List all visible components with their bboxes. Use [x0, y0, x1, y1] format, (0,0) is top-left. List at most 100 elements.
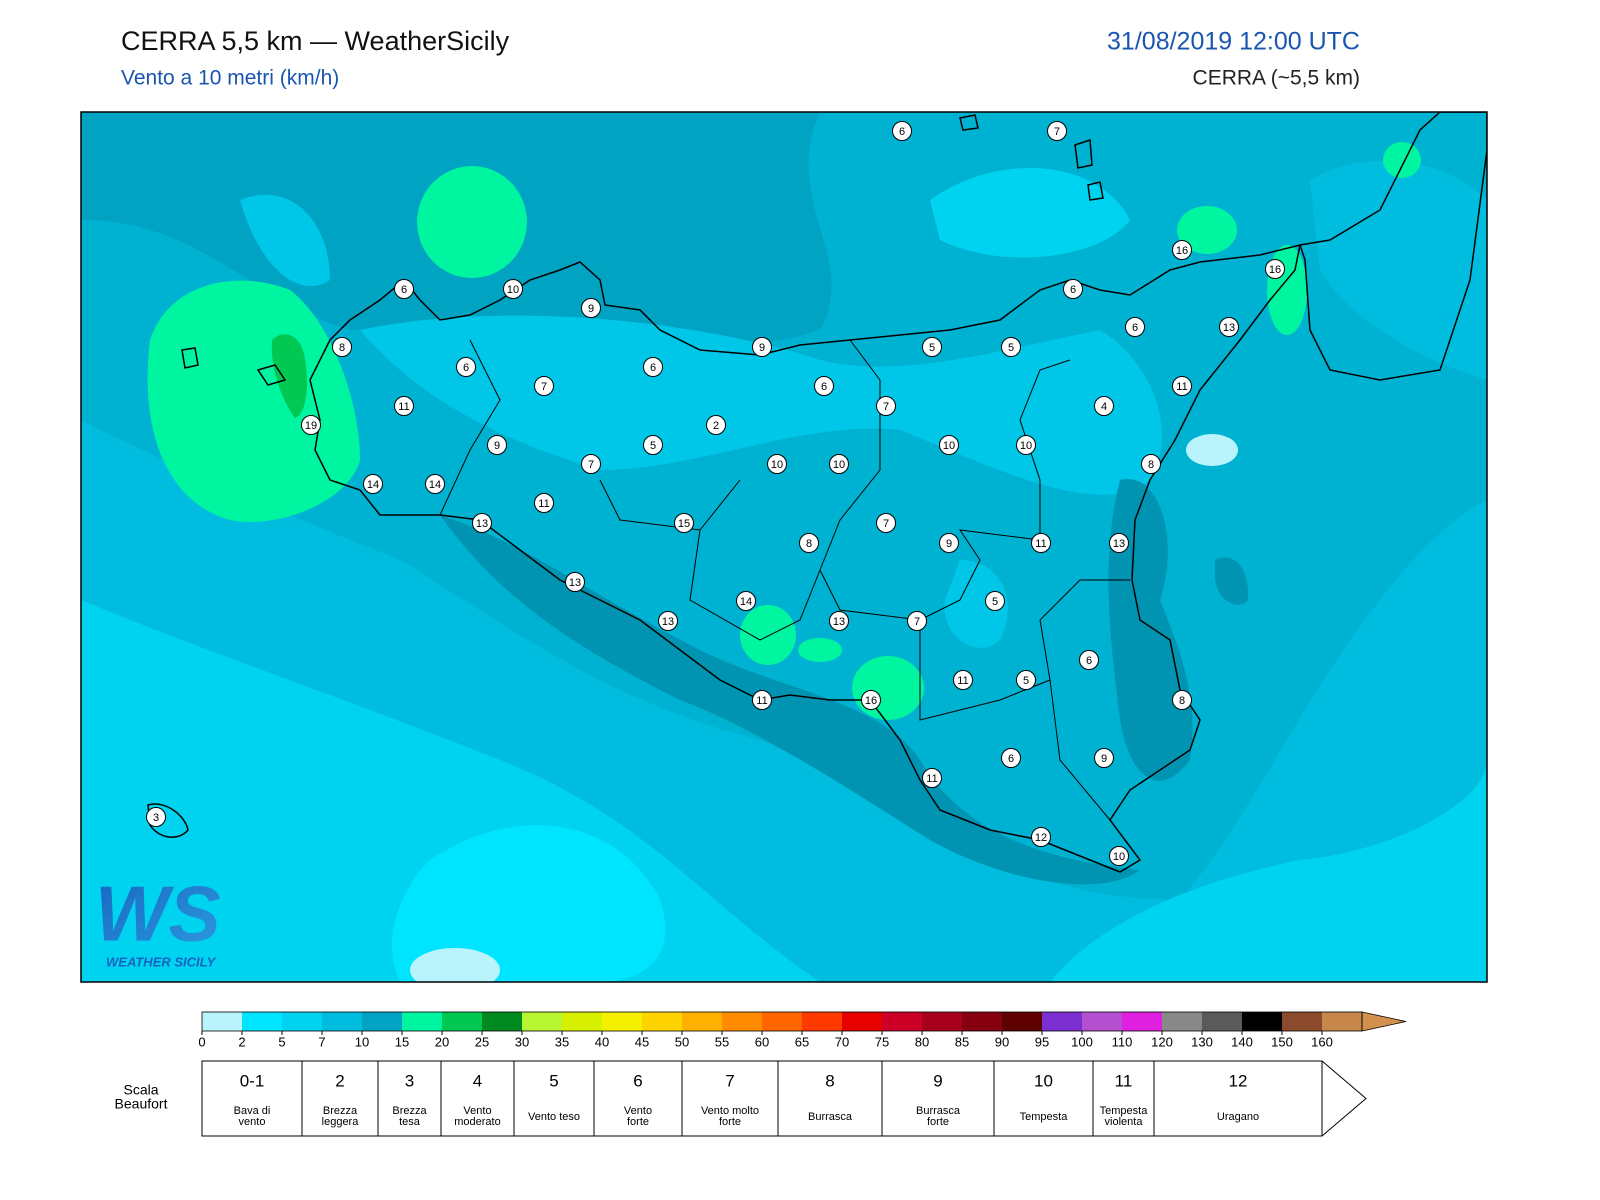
station-marker	[643, 435, 663, 455]
station-value: 16	[865, 695, 877, 707]
color-bin	[1122, 1012, 1162, 1031]
beaufort-label: moderato	[454, 1116, 500, 1128]
station-marker	[1109, 533, 1129, 553]
station-value: 13	[476, 518, 488, 530]
station-value: 4	[1101, 401, 1107, 413]
station-marker	[456, 357, 476, 377]
color-bin	[322, 1012, 362, 1031]
station-value: 9	[759, 342, 765, 354]
beaufort-label: forte	[719, 1116, 741, 1128]
station-value: 12	[1035, 832, 1047, 844]
colorbar-label: 50	[675, 1034, 689, 1049]
beaufort-label: vento	[239, 1116, 266, 1128]
colorbar-label: 160	[1311, 1034, 1333, 1049]
station-value: 16	[1269, 264, 1281, 276]
color-bin	[842, 1012, 882, 1031]
colorbar-label: 70	[835, 1034, 849, 1049]
station-value: 6	[821, 381, 827, 393]
beaufort-force: 7	[725, 1071, 734, 1090]
station-marker	[301, 415, 321, 435]
beaufort-force: 9	[933, 1071, 942, 1090]
station-value: 11	[926, 773, 937, 785]
station-marker	[674, 513, 694, 533]
beaufort-label: tesa	[399, 1116, 421, 1128]
station-marker	[565, 572, 585, 592]
station-value: 10	[833, 459, 845, 471]
station-marker	[581, 454, 601, 474]
station-value: 10	[771, 459, 783, 471]
station-value: 2	[713, 420, 719, 432]
beaufort-label: Tempesta	[1100, 1105, 1149, 1117]
color-bin	[1202, 1012, 1242, 1031]
colorbar-label: 10	[355, 1034, 369, 1049]
color-bin	[402, 1012, 442, 1031]
beaufort-force: 12	[1229, 1071, 1248, 1090]
color-bin	[922, 1012, 962, 1031]
color-bin	[282, 1012, 322, 1031]
station-value: 7	[914, 616, 920, 628]
station-marker	[767, 454, 787, 474]
station-value: 9	[1101, 753, 1107, 765]
logo-text: WEATHER SICILY	[106, 954, 217, 969]
station-marker	[534, 493, 554, 513]
station-value: 6	[1008, 753, 1014, 765]
colorbar-label: 7	[318, 1034, 325, 1049]
station-marker	[876, 396, 896, 416]
beaufort-label: Vento teso	[528, 1111, 580, 1123]
color-bin	[202, 1012, 242, 1031]
station-marker	[922, 337, 942, 357]
colorbar-label: 2	[238, 1034, 245, 1049]
beaufort-label: Burrasca	[808, 1111, 853, 1123]
subtitle: Vento a 10 metri (km/h)	[121, 67, 339, 90]
station-value: 6	[1086, 655, 1092, 667]
colorbar-label: 85	[955, 1034, 969, 1049]
station-marker	[953, 670, 973, 690]
color-bin	[1042, 1012, 1082, 1031]
colorbar-label: 100	[1071, 1034, 1093, 1049]
station-marker	[472, 513, 492, 533]
station-marker	[1094, 396, 1114, 416]
colorbar-label: 20	[435, 1034, 449, 1049]
colorbar-label: 5	[278, 1034, 285, 1049]
beaufort-force: 10	[1034, 1071, 1053, 1090]
station-marker	[799, 533, 819, 553]
color-bin	[1162, 1012, 1202, 1031]
colorbar-label: 65	[795, 1034, 809, 1049]
station-marker	[752, 690, 772, 710]
color-bin	[1242, 1012, 1282, 1031]
station-value: 6	[463, 362, 469, 374]
station-marker	[939, 435, 959, 455]
color-bin	[682, 1012, 722, 1031]
beaufort-force: 8	[825, 1071, 834, 1090]
beaufort-force: 2	[335, 1071, 344, 1090]
beaufort-title: Beaufort	[115, 1096, 168, 1112]
station-value: 10	[1020, 440, 1032, 452]
colorbar-label: 0	[198, 1034, 205, 1049]
beaufort-label: Vento	[624, 1105, 652, 1117]
color-bin	[1002, 1012, 1042, 1031]
station-value: 11	[1176, 381, 1187, 393]
color-bin	[1322, 1012, 1362, 1031]
station-value: 13	[569, 577, 581, 589]
beaufort-label: forte	[627, 1116, 649, 1128]
station-marker	[1172, 240, 1192, 260]
color-extend	[1361, 1011, 1407, 1032]
beaufort-force: 0-1	[240, 1071, 265, 1090]
station-marker	[736, 591, 756, 611]
colorbar-label: 95	[1035, 1034, 1049, 1049]
beaufort-label: Brezza	[392, 1105, 427, 1117]
station-marker	[503, 279, 523, 299]
station-value: 13	[1113, 538, 1125, 550]
station-value: 7	[541, 381, 547, 393]
station-marker	[907, 611, 927, 631]
station-marker	[1016, 435, 1036, 455]
station-value: 9	[494, 440, 500, 452]
station-value: 3	[153, 812, 159, 824]
station-value: 6	[1132, 322, 1138, 334]
station-marker	[1001, 748, 1021, 768]
station-marker	[829, 454, 849, 474]
color-bin	[602, 1012, 642, 1031]
beaufort-label: leggera	[322, 1116, 360, 1128]
station-value: 7	[588, 459, 594, 471]
